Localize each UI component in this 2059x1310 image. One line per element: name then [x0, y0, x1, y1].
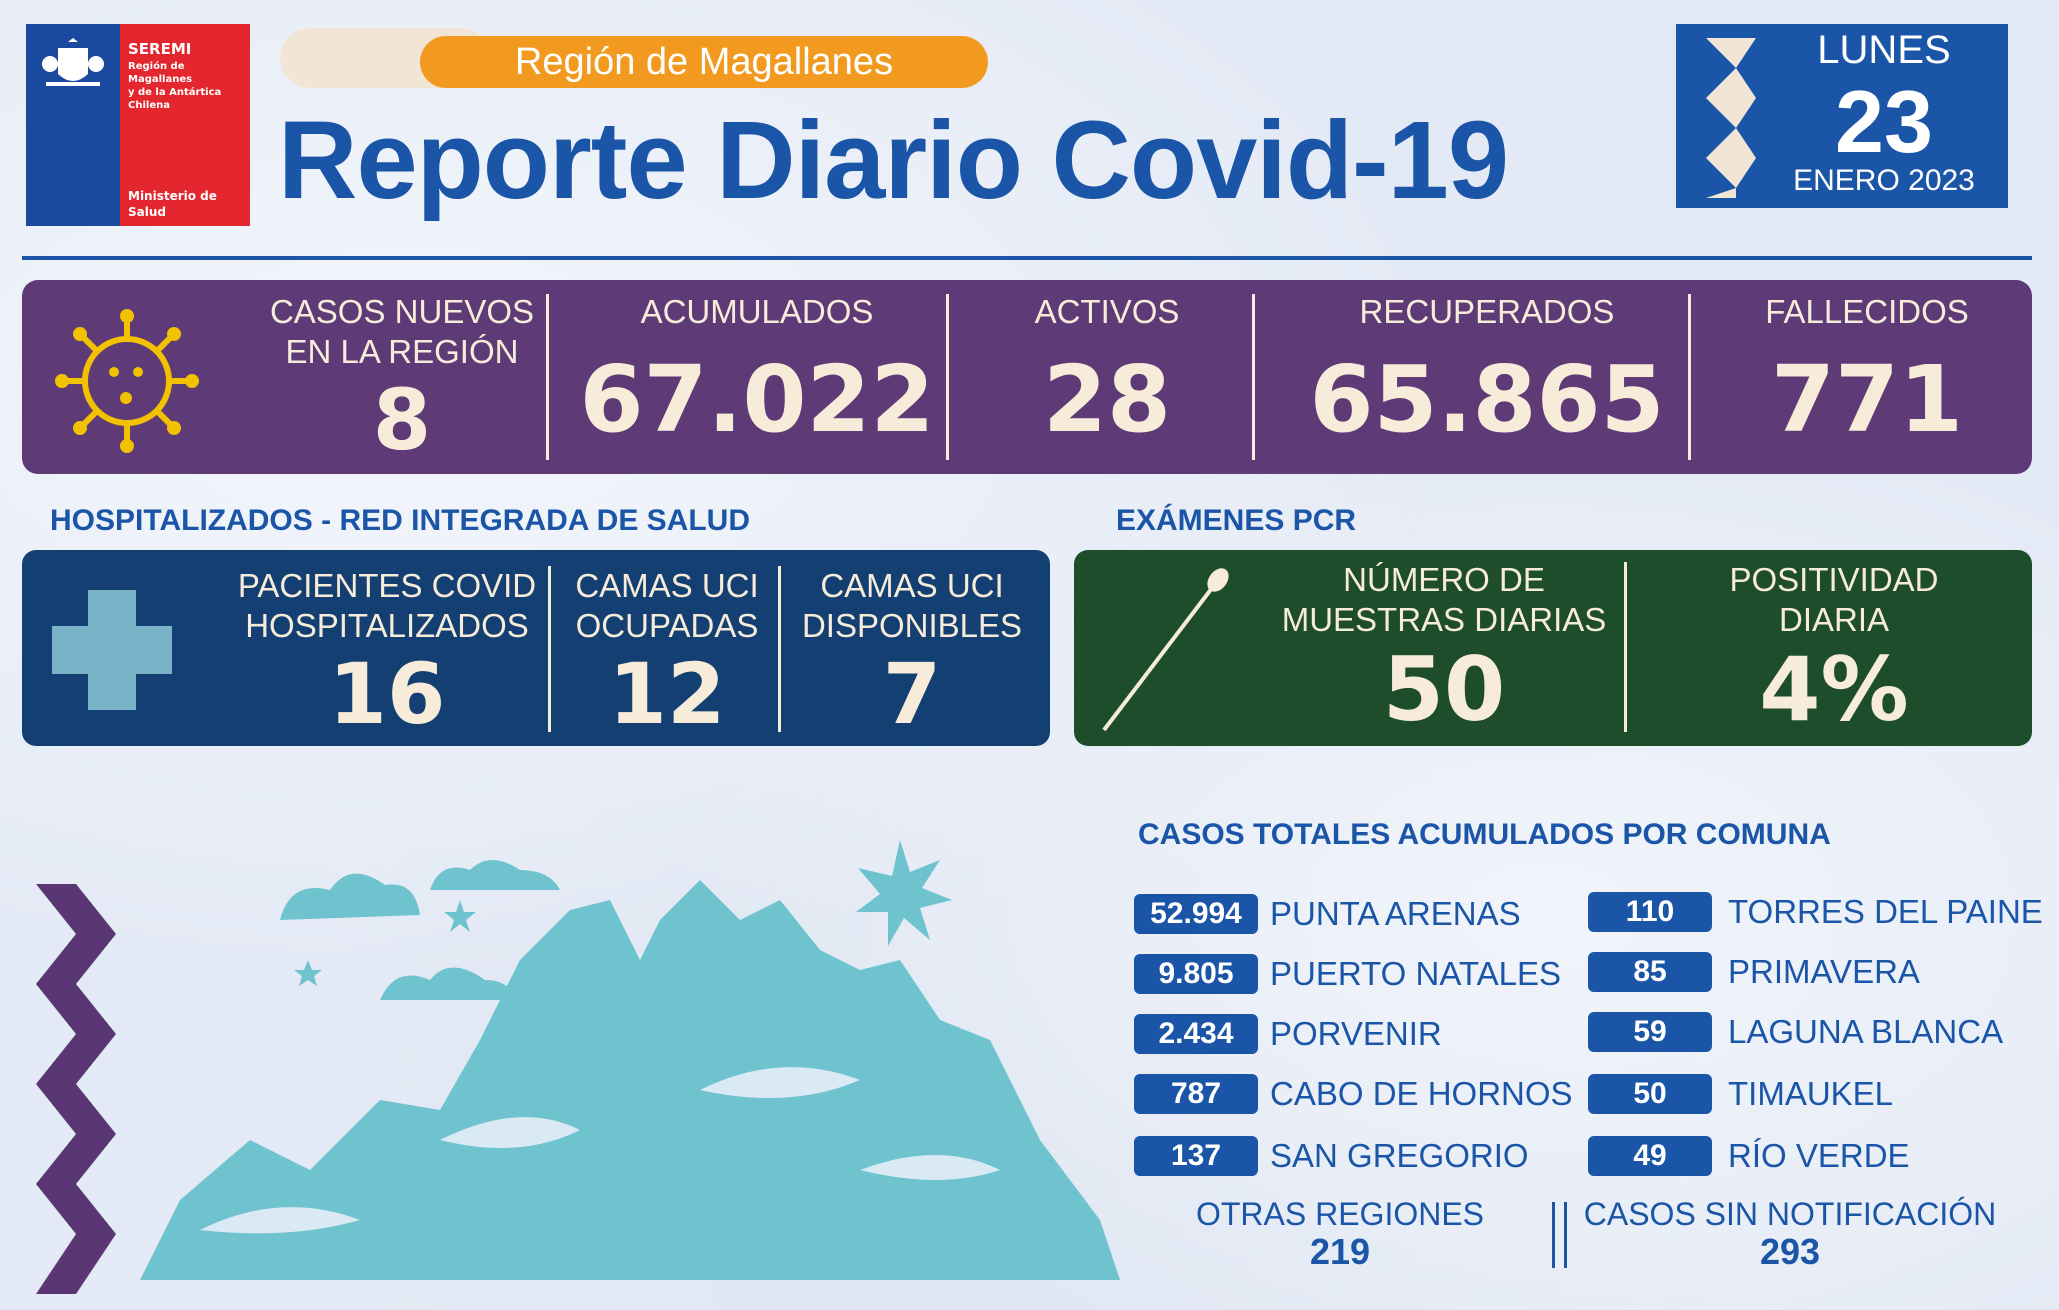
separator: [548, 566, 551, 732]
medical-cross-icon: [52, 590, 172, 710]
stat-uci-available: CAMAS UCI DISPONIBLES 7: [801, 567, 1023, 743]
comuna-name: LAGUNA BLANCA: [1728, 1013, 2004, 1050]
comuna-name: PUNTA ARENAS: [1270, 895, 1521, 932]
comuna-name: TORRES DEL PAINE: [1728, 893, 2043, 930]
region-pill: Región de Magallanes: [420, 36, 988, 88]
comuna-name: TIMAUKEL: [1728, 1075, 1894, 1112]
comuna-name: PRIMAVERA: [1728, 953, 1920, 990]
hospital-heading: HOSPITALIZADOS - RED INTEGRADA DE SALUD: [50, 504, 751, 537]
comunas-heading: CASOS TOTALES ACUMULADOS POR COMUNA: [1138, 818, 1831, 851]
header-divider: [22, 256, 2032, 260]
separator: [1688, 294, 1691, 460]
footer-separator: [1564, 1202, 1567, 1268]
stat-new-cases: CASOS NUEVOS EN LA REGIÓN 8: [269, 293, 535, 469]
separator: [546, 294, 549, 460]
comuna-value: 9.805: [1134, 954, 1258, 994]
comuna-value: 787: [1134, 1074, 1258, 1114]
page-title: Reporte Diario Covid-19: [278, 99, 1509, 222]
zigzag-icon: [1706, 38, 1756, 198]
zigzag-decoration: [36, 884, 116, 1294]
mountains-illustration: [140, 840, 1120, 1280]
stat-deceased: FALLECIDOS 771: [1765, 293, 1969, 453]
comuna-value: 110: [1588, 892, 1712, 932]
casos-sin-notificacion: CASOS SIN NOTIFICACIÓN 293: [1583, 1196, 1997, 1272]
comuna-name: PORVENIR: [1270, 1015, 1442, 1052]
separator: [778, 566, 781, 732]
comuna-value: 52.994: [1134, 894, 1258, 934]
stat-uci-occupied: CAMAS UCI OCUPADAS 12: [575, 567, 759, 743]
date-month-year: ENERO 2023: [1793, 164, 1975, 197]
otras-regiones: OTRAS REGIONES 219: [1195, 1196, 1485, 1272]
stat-hospitalized: PACIENTES COVID HOSPITALIZADOS 16: [237, 567, 537, 743]
comuna-name: SAN GREGORIO: [1270, 1137, 1529, 1174]
comuna-value: 50: [1588, 1074, 1712, 1114]
date-box: LUNES 23 ENERO 2023: [1676, 24, 2008, 208]
date-day: 23: [1835, 72, 1933, 171]
swab-icon: [1102, 568, 1229, 732]
summary-panel: CASOS NUEVOS EN LA REGIÓN 8 ACUMULADOS 6…: [22, 280, 2032, 474]
comuna-value: 59: [1588, 1012, 1712, 1052]
date-weekday: LUNES: [1817, 28, 1951, 72]
stat-recovered: RECUPERADOS 65.865: [1309, 293, 1665, 453]
logo-seremi: SEREMI: [128, 40, 192, 58]
comuna-value: 49: [1588, 1136, 1712, 1176]
logo-region: Región de Magallanes y de la Antártica C…: [128, 61, 222, 111]
footer-separator: [1552, 1202, 1555, 1268]
logo-blue-band: [26, 24, 120, 226]
pcr-heading: EXÁMENES PCR: [1116, 504, 1357, 537]
stat-accumulated: ACUMULADOS 67.022: [579, 293, 935, 453]
pcr-panel: NÚMERO DE MUESTRAS DIARIAS 50 POSITIVIDA…: [1074, 550, 2032, 746]
stat-active: ACTIVOS 28: [1034, 293, 1180, 453]
comuna-value: 137: [1134, 1136, 1258, 1176]
comuna-name: PUERTO NATALES: [1270, 955, 1561, 992]
comuna-value: 85: [1588, 952, 1712, 992]
seremi-logo: SEREMI Región de Magallanes y de la Antá…: [26, 24, 250, 226]
separator: [1252, 294, 1255, 460]
logo-ministry: Ministerio de Salud: [128, 189, 217, 219]
logo-red-band: [120, 24, 250, 226]
comuna-name: RÍO VERDE: [1728, 1137, 1910, 1174]
separator: [946, 294, 949, 460]
virus-icon: [55, 309, 199, 453]
stat-daily-samples: NÚMERO DE MUESTRAS DIARIAS 50: [1281, 561, 1607, 741]
comuna-value: 2.434: [1134, 1014, 1258, 1054]
separator: [1624, 562, 1627, 732]
coat-of-arms-icon: [42, 38, 104, 86]
hospital-panel: PACIENTES COVID HOSPITALIZADOS 16 CAMAS …: [22, 550, 1050, 746]
comuna-name: CABO DE HORNOS: [1270, 1075, 1573, 1112]
stat-positivity: POSITIVIDAD DIARIA 4%: [1729, 561, 1939, 741]
